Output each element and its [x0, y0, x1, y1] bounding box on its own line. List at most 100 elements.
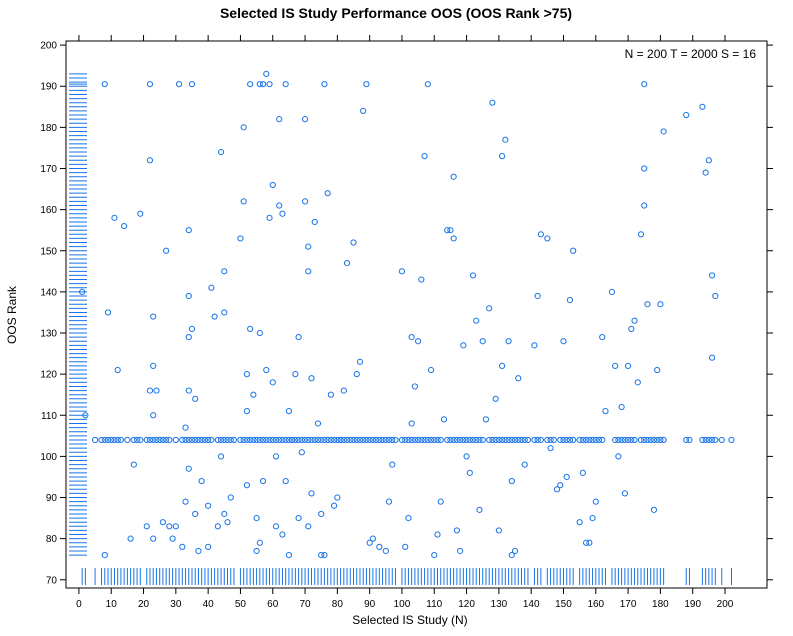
data-point	[256, 81, 263, 88]
data-point	[489, 436, 496, 444]
data-point	[243, 482, 251, 489]
x-tick-label: 150	[555, 599, 572, 610]
data-point	[398, 268, 406, 275]
data-point	[321, 551, 328, 559]
data-point	[492, 395, 499, 402]
data-point	[263, 70, 270, 78]
y-tick-label: 190	[40, 82, 57, 93]
data-point	[311, 218, 318, 226]
data-point	[279, 531, 286, 538]
data-point	[660, 128, 667, 135]
data-point	[405, 514, 412, 522]
data-point	[366, 539, 373, 546]
data-point	[499, 362, 506, 370]
data-point	[473, 436, 480, 444]
data-point	[188, 436, 196, 444]
data-point	[586, 539, 593, 546]
y-tick-label: 110	[41, 411, 57, 422]
data-point	[447, 436, 454, 444]
data-point	[214, 523, 221, 530]
data-point	[195, 547, 202, 555]
data-point	[308, 490, 315, 497]
data-point	[340, 436, 347, 444]
data-point	[457, 436, 464, 444]
data-point	[582, 539, 590, 546]
data-point	[547, 436, 554, 444]
data-point	[631, 436, 638, 444]
data-point	[624, 362, 632, 370]
data-point	[305, 243, 312, 250]
data-point	[360, 107, 367, 115]
data-point	[718, 436, 725, 444]
data-point	[130, 461, 137, 468]
data-point	[279, 436, 286, 444]
data-point	[427, 366, 435, 374]
data-point	[654, 366, 661, 374]
data-point	[515, 375, 522, 382]
data-point	[240, 124, 247, 131]
data-point	[308, 436, 315, 444]
data-point	[492, 436, 499, 444]
data-point	[469, 436, 477, 444]
data-point	[91, 436, 99, 444]
y-tick-label: 80	[46, 534, 58, 545]
data-point	[353, 436, 360, 444]
data-point	[644, 436, 651, 444]
data-point	[327, 391, 334, 398]
data-point	[366, 436, 373, 444]
data-point	[256, 329, 263, 337]
data-point	[185, 436, 192, 444]
data-point	[230, 436, 238, 444]
data-point	[227, 494, 234, 501]
data-point	[305, 268, 312, 275]
data-point	[192, 510, 199, 518]
data-point	[486, 305, 493, 312]
data-point	[156, 436, 163, 444]
data-point	[198, 436, 205, 444]
data-point	[305, 523, 312, 530]
data-point	[337, 436, 344, 444]
data-point	[427, 436, 435, 444]
data-point	[576, 436, 583, 444]
data-point	[195, 436, 202, 444]
data-point	[217, 436, 225, 444]
data-point	[347, 436, 354, 444]
x-tick-label: 20	[138, 599, 150, 610]
data-point	[415, 436, 422, 444]
data-point	[350, 436, 357, 444]
data-point	[563, 473, 570, 481]
data-point	[376, 543, 383, 550]
data-point	[127, 535, 134, 542]
data-point	[256, 539, 263, 546]
y-tick-label: 90	[46, 493, 58, 504]
y-tick-label: 70	[46, 575, 58, 586]
data-point	[534, 436, 541, 444]
data-point	[702, 436, 709, 444]
data-point	[247, 81, 254, 88]
data-point	[153, 387, 160, 394]
x-tick-label: 50	[235, 599, 247, 610]
data-point	[243, 408, 251, 415]
data-point	[650, 436, 658, 444]
data-point	[599, 334, 606, 341]
data-point	[221, 309, 228, 316]
data-point	[369, 436, 376, 444]
data-point	[237, 235, 244, 242]
data-points	[79, 70, 735, 559]
data-point	[269, 181, 276, 189]
data-point	[431, 551, 438, 559]
data-point	[563, 436, 570, 444]
y-tick-label: 180	[40, 123, 57, 134]
data-point	[185, 387, 192, 394]
x-tick-label: 200	[717, 599, 734, 610]
data-point	[499, 436, 506, 444]
x-tick-label: 190	[684, 599, 701, 610]
data-point	[508, 436, 515, 444]
x-tick-label: 0	[76, 599, 82, 610]
x-tick-label: 130	[491, 599, 508, 610]
data-point	[544, 436, 551, 444]
data-point	[259, 81, 267, 88]
data-point	[98, 436, 105, 444]
data-point	[421, 153, 428, 160]
